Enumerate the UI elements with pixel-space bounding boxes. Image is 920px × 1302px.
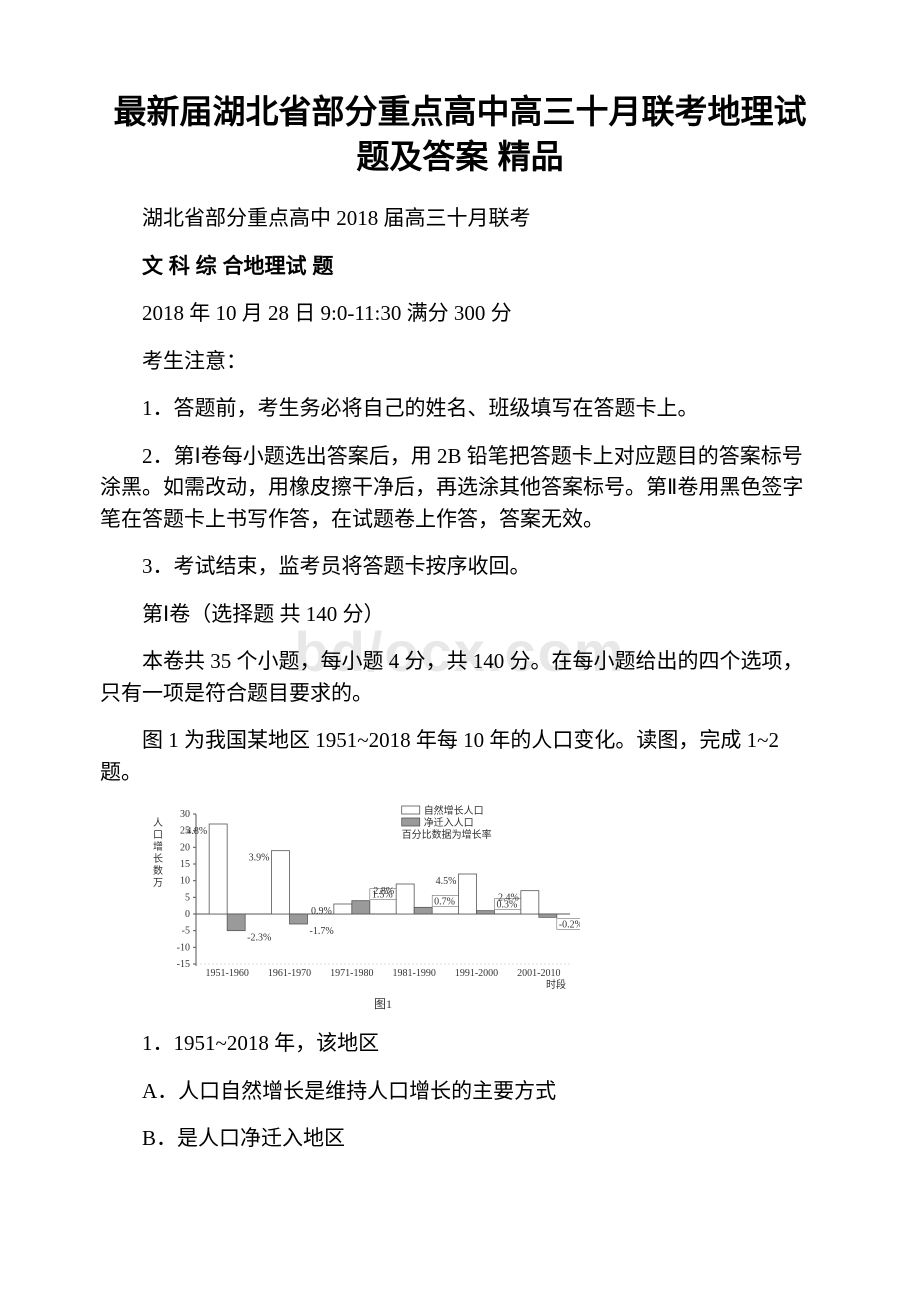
svg-text:5: 5: [185, 892, 190, 903]
svg-text:2.8%: 2.8%: [373, 886, 394, 897]
svg-text:-5: -5: [182, 926, 190, 937]
notice-3: 3．考试结束，监考员将答题卡按序收回。: [100, 551, 820, 583]
svg-text:1971-1980: 1971-1980: [330, 968, 373, 979]
section-1-desc: 本卷共 35 个小题，每小题 4 分，共 140 分。在每小题给出的四个选项，只…: [100, 646, 820, 709]
svg-text:0.9%: 0.9%: [311, 906, 332, 917]
svg-text:时段: 时段: [546, 978, 566, 991]
svg-text:2.4%: 2.4%: [498, 893, 519, 904]
question-1: 1．1951~2018 年，该地区: [100, 1028, 820, 1060]
svg-text:30: 30: [180, 809, 190, 820]
svg-text:人: 人: [153, 817, 163, 829]
figure-1-intro: 图 1 为我国某地区 1951~2018 年每 10 年的人口变化。读图，完成 …: [100, 725, 820, 788]
svg-text:万: 万: [153, 878, 163, 889]
svg-text:0: 0: [185, 909, 190, 920]
exam-time-line: 2018 年 10 月 28 日 9:0-11:30 满分 300 分: [100, 298, 820, 330]
svg-text:1991-2000: 1991-2000: [455, 968, 498, 979]
svg-text:口: 口: [153, 830, 163, 841]
figure-1-chart: -15-10-5051015202530人口增长数万4.8%-2.3%1951-…: [140, 804, 820, 1014]
svg-text:10: 10: [180, 876, 190, 887]
svg-text:图1: 图1: [374, 997, 392, 1011]
svg-text:增: 增: [153, 840, 163, 853]
svg-text:-0.2%: -0.2%: [559, 919, 580, 930]
svg-text:15: 15: [180, 859, 190, 870]
subtitle-line: 湖北省部分重点高中 2018 届高三十月联考: [100, 203, 820, 235]
svg-text:2001-2010: 2001-2010: [517, 968, 560, 979]
section-1-heading: 第Ⅰ卷（选择题 共 140 分）: [100, 599, 820, 631]
svg-text:4.5%: 4.5%: [436, 876, 457, 887]
svg-text:0.7%: 0.7%: [434, 896, 455, 907]
svg-text:1981-1990: 1981-1990: [392, 968, 435, 979]
svg-text:20: 20: [180, 842, 190, 853]
svg-text:数: 数: [153, 864, 163, 877]
question-1-option-b: B．是人口净迁入地区: [100, 1123, 820, 1155]
svg-text:净迁入人口: 净迁入人口: [424, 816, 474, 829]
svg-text:-15: -15: [177, 959, 190, 970]
page-title: 最新届湖北省部分重点高中高三十月联考地理试题及答案 精品: [100, 90, 820, 179]
subject-line: 文 科 综 合地理试 题: [100, 251, 820, 283]
notice-heading: 考生注意：: [100, 346, 820, 378]
svg-text:1961-1970: 1961-1970: [268, 968, 311, 979]
svg-text:自然增长人口: 自然增长人口: [424, 804, 484, 817]
svg-text:长: 长: [153, 853, 163, 865]
document-body: 最新届湖北省部分重点高中高三十月联考地理试题及答案 精品 湖北省部分重点高中 2…: [100, 90, 820, 1155]
bar-chart-svg: -15-10-5051015202530人口增长数万4.8%-2.3%1951-…: [140, 804, 580, 1014]
svg-text:-1.7%: -1.7%: [310, 926, 334, 937]
svg-text:1951-1960: 1951-1960: [205, 968, 248, 979]
notice-1: 1．答题前，考生务必将自己的姓名、班级填写在答题卡上。: [100, 393, 820, 425]
svg-text:3.9%: 3.9%: [249, 853, 270, 864]
svg-text:-2.3%: -2.3%: [247, 933, 271, 944]
svg-text:4.8%: 4.8%: [186, 826, 207, 837]
svg-text:百分比数据为增长率: 百分比数据为增长率: [402, 828, 492, 841]
svg-text:-10: -10: [177, 942, 190, 953]
notice-2: 2．第Ⅰ卷每小题选出答案后，用 2B 铅笔把答题卡上对应题目的答案标号涂黑。如需…: [100, 441, 820, 536]
question-1-option-a: A．人口自然增长是维持人口增长的主要方式: [100, 1076, 820, 1108]
